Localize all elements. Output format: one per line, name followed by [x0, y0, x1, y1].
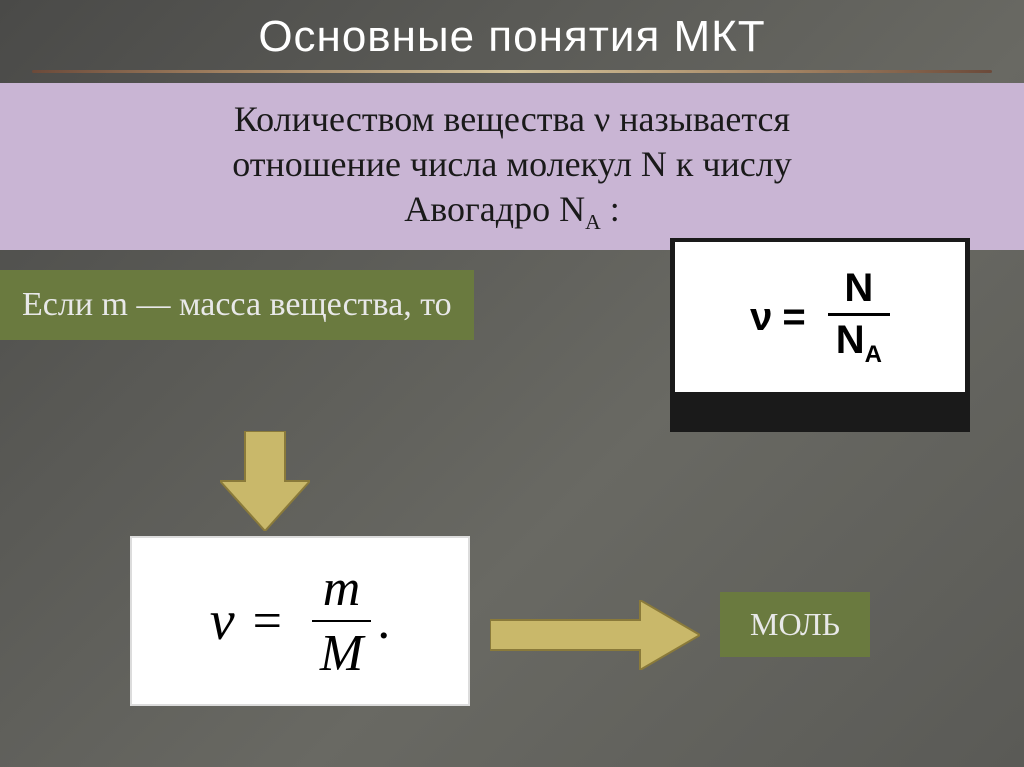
definition-line2: отношение числа молекул N к числу	[232, 144, 791, 184]
definition-box: Количеством вещества ν называется отноше…	[0, 83, 1024, 250]
title-underline	[32, 70, 992, 73]
definition-line3-sub: A	[585, 210, 601, 234]
arrow-down-icon	[220, 431, 310, 531]
formula-nu-n-na: ν = N NA	[675, 242, 965, 392]
formula1-num: N	[836, 266, 881, 313]
mol-label-box: МОЛЬ	[720, 592, 870, 657]
formula2-den: M	[312, 622, 371, 683]
slide-title: Основные понятия МКТ	[0, 0, 1024, 62]
formula2-lhs: ν	[210, 589, 235, 653]
mass-text-box: Если m — масса вещества, то	[0, 270, 474, 340]
definition-line3-suffix: :	[601, 189, 620, 229]
formula2-fraction: m M	[312, 559, 371, 683]
formula2-dot: .	[377, 592, 390, 651]
definition-line3-prefix: Авогадро N	[404, 189, 585, 229]
formula1-den-base: N	[836, 318, 865, 362]
formula1-den: NA	[828, 316, 890, 369]
formula1-den-sub: A	[865, 341, 882, 368]
definition-line1: Количеством вещества ν называется	[234, 99, 790, 139]
formula1-frame: ν = N NA	[670, 238, 970, 432]
formula1-lhs: ν	[750, 295, 772, 340]
formula2-eq: =	[253, 592, 282, 651]
formula-nu-m-M: ν = m M .	[130, 536, 470, 706]
formula1-fraction: N NA	[828, 266, 890, 369]
formula2-num: m	[315, 559, 369, 620]
formula1-eq: =	[782, 295, 805, 340]
arrow-right-icon	[490, 600, 700, 670]
